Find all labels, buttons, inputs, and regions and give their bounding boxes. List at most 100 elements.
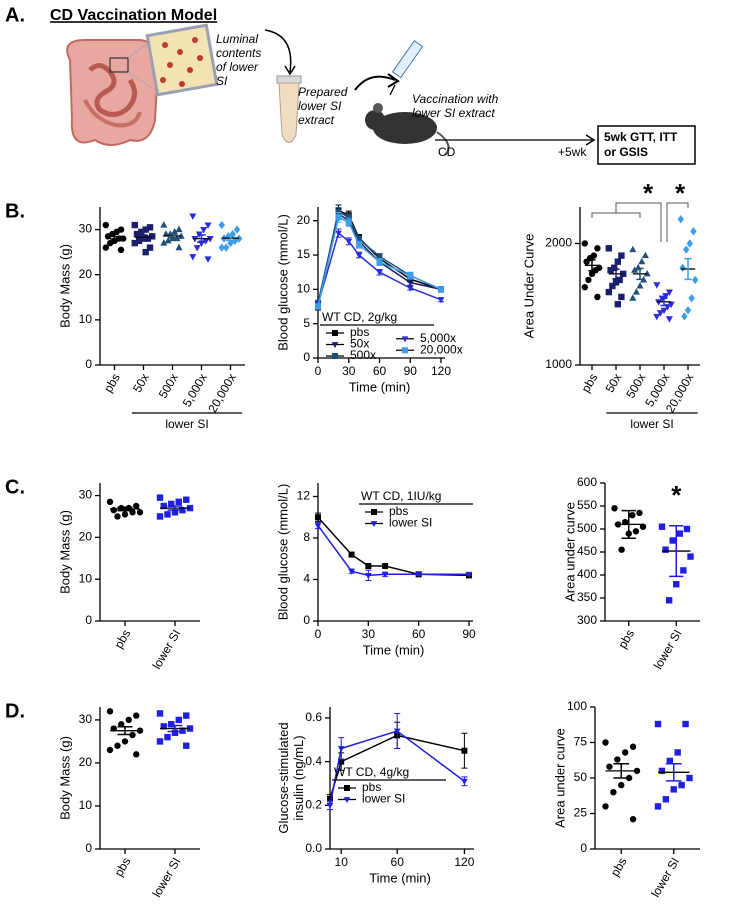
- data-point: [588, 270, 596, 278]
- data-point: [356, 241, 362, 248]
- data-point: [118, 721, 125, 728]
- data-point: [660, 307, 668, 315]
- x-tick-label: 0: [315, 364, 322, 378]
- data-point: [594, 245, 601, 252]
- y-tick-label: 350: [577, 590, 597, 604]
- x-tick-label: pbs: [615, 627, 637, 651]
- data-point: [156, 710, 164, 717]
- data-point: [315, 514, 321, 521]
- data-point: [326, 802, 334, 809]
- data-point: [621, 749, 629, 756]
- x-tick-label: 20,000x: [205, 371, 238, 415]
- y-tick-label: 8: [303, 530, 310, 544]
- data-point: [102, 221, 110, 229]
- data-point: [684, 306, 692, 315]
- data-point: [653, 282, 661, 289]
- data-point: [407, 272, 414, 279]
- legend-label: 500x: [350, 348, 376, 362]
- data-point: [133, 502, 140, 510]
- data-point: [315, 303, 321, 310]
- data-point: [583, 258, 590, 265]
- label-line: or GSIS: [604, 145, 648, 159]
- legend-title: WT CD, 4g/kg: [334, 765, 409, 779]
- y-tick-label: 5: [303, 316, 310, 330]
- data-point: [338, 758, 345, 765]
- data-point: [632, 528, 640, 535]
- y-tick-label: 0: [85, 841, 92, 855]
- data-point: [692, 275, 699, 285]
- error-bar: [226, 235, 235, 242]
- data-point: [680, 567, 687, 574]
- label-line: Vaccination with: [412, 92, 499, 106]
- data-point: [171, 227, 179, 235]
- x-axis-label: Time (min): [349, 379, 411, 394]
- data-point: [605, 288, 612, 296]
- y-tick-label: 12: [297, 489, 311, 503]
- bracket-label: lower SI: [165, 417, 208, 431]
- error-bar: [660, 297, 668, 307]
- x-tick-label: lower SI: [648, 855, 682, 900]
- y-tick-label: 20: [297, 213, 311, 227]
- data-point: [585, 276, 592, 284]
- y-axis-label: Body Mass (g): [57, 244, 72, 328]
- bracket-label: lower SI: [630, 417, 673, 431]
- data-point: [406, 280, 414, 287]
- y-tick-label: 400: [577, 567, 597, 581]
- data-point: [106, 239, 114, 247]
- significance-star: *: [671, 480, 682, 510]
- data-point: [605, 245, 612, 252]
- data-point: [611, 264, 618, 271]
- y-tick-label: 50: [574, 770, 588, 784]
- data-point: [581, 284, 588, 291]
- data-point: [683, 245, 690, 254]
- legend-title: WT CD, 2g/kg: [322, 310, 397, 324]
- y-tick-label: 100: [567, 699, 587, 713]
- label-line: lower SI extract: [412, 106, 495, 120]
- legend-marker: [371, 509, 377, 515]
- error-bar: [621, 509, 636, 539]
- data-point: [227, 238, 234, 248]
- data-point: [602, 739, 609, 746]
- significance-bracket: [666, 202, 689, 242]
- data-point: [683, 525, 691, 533]
- data-point: [636, 509, 643, 517]
- y-axis-label: Glucose-stimulatedinsulin (ng/mL): [276, 722, 306, 833]
- x-tick-label: 10: [335, 855, 349, 869]
- arrow: [354, 75, 396, 91]
- data-point: [189, 254, 197, 261]
- data-point: [117, 246, 125, 254]
- data-point: [193, 245, 201, 252]
- y-tick-label: 0.6: [305, 710, 322, 724]
- data-point: [609, 282, 616, 290]
- error-bar: [117, 506, 133, 512]
- x-tick-label: 50x: [603, 371, 625, 395]
- data-point: [682, 720, 689, 728]
- data-point: [631, 266, 639, 273]
- series-line: [329, 730, 465, 806]
- label-line: Glucose-stimulated: [276, 722, 291, 833]
- y-tick-label: 500: [577, 521, 597, 535]
- label-line: 5wk GTT, ITT: [604, 130, 678, 144]
- data-point: [382, 563, 389, 570]
- data-point: [629, 743, 637, 750]
- data-point: [106, 746, 114, 754]
- x-tick-label: lower SI: [150, 627, 184, 672]
- data-point: [133, 712, 140, 719]
- data-point: [437, 297, 445, 304]
- significance-star: *: [643, 178, 654, 208]
- data-point: [160, 502, 167, 510]
- data-point: [686, 774, 693, 782]
- data-point: [175, 243, 183, 251]
- y-tick-label: 25: [574, 806, 588, 820]
- data-point: [612, 279, 620, 286]
- y-tick-label: 0.4: [305, 754, 322, 768]
- data-point: [121, 511, 129, 518]
- error-bar: [139, 234, 148, 241]
- label-line: Luminal: [216, 32, 258, 46]
- legend-marker: [332, 353, 338, 359]
- y-tick-label: 0: [85, 613, 92, 627]
- y-axis-label: Body Mass (g): [57, 510, 72, 594]
- data-point: [654, 803, 662, 810]
- error-bar: [613, 763, 630, 779]
- data-point: [146, 224, 154, 231]
